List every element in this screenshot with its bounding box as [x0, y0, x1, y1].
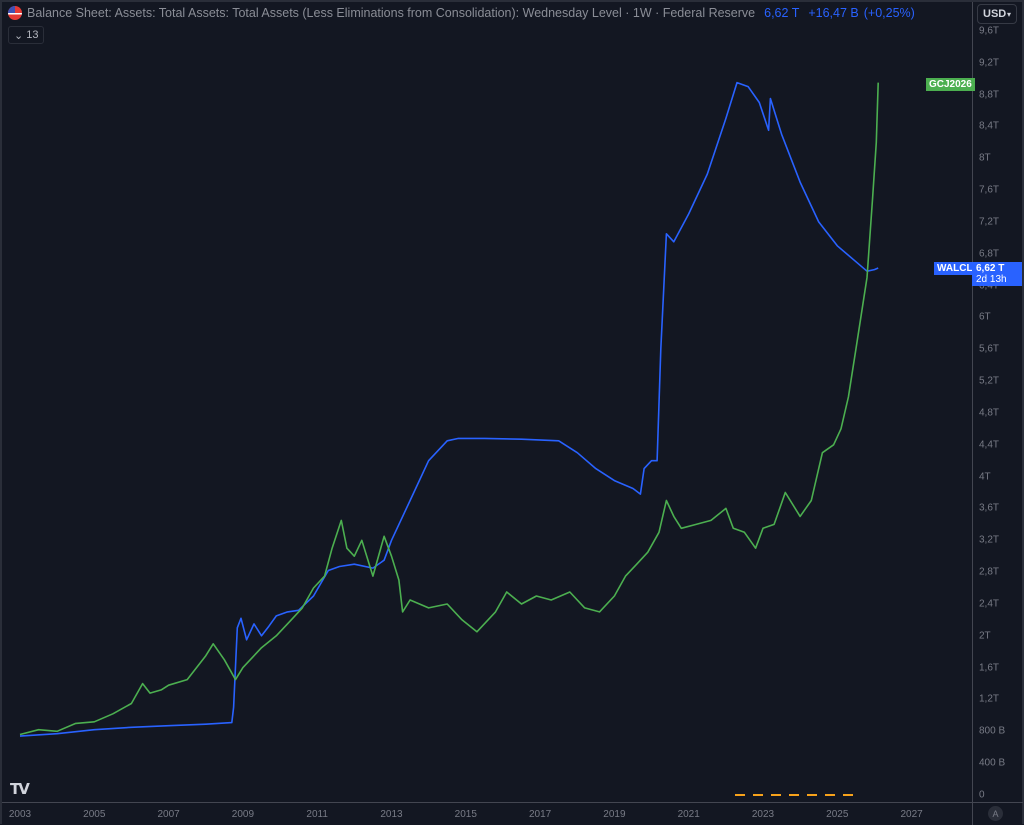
price-tick: 4T — [979, 471, 991, 483]
price-tick: 7,2T — [979, 216, 1000, 228]
collapse-indicators-button[interactable]: ⌄ 13 — [8, 26, 45, 44]
price-tick: 5,2T — [979, 375, 1000, 387]
gold-line — [19, 82, 879, 736]
price-tick: 6T — [979, 311, 991, 323]
walcl-line — [19, 81, 879, 737]
currency-select[interactable]: USD ▾ — [977, 4, 1017, 24]
right-edge — [1022, 0, 1024, 824]
time-tick: 2017 — [528, 809, 552, 820]
legend-value: 6,62 T — [764, 6, 800, 20]
price-tick: 6,8T — [979, 248, 1000, 260]
chart-legend: Balance Sheet: Assets: Total Assets: Tot… — [8, 6, 915, 20]
price-axis[interactable]: 9,6T9,2T8,8T8,4T8T7,6T7,2T6,8T6,4T6T5,6T… — [972, 2, 1023, 802]
plot-svg — [19, 81, 879, 796]
price-tick: 2,8T — [979, 566, 1000, 578]
left-border — [0, 0, 2, 824]
time-axis[interactable]: 2003 2005 2007 2009 2011 2013 2015 2017 2019 2021… — [2, 802, 972, 825]
auto-scale-button[interactable]: A — [988, 806, 1003, 821]
legend-title: Balance Sheet: Assets: Total Assets: Tot… — [27, 6, 756, 20]
currency-label: USD — [983, 8, 1007, 20]
price-tick: 9,2T — [979, 57, 1000, 69]
price-tick: 1,2T — [979, 693, 1000, 705]
time-tick: 2007 — [157, 809, 180, 820]
time-tick: 2003 — [8, 809, 32, 820]
price-tick: 3,2T — [979, 534, 1000, 546]
time-tick: 2019 — [603, 809, 626, 820]
walcl-price: 6,62 T — [976, 263, 1005, 274]
axis-corner — [972, 802, 1023, 825]
price-tick: 1,6T — [979, 662, 1000, 674]
price-tick: 5,6T — [979, 343, 1000, 355]
time-tick: 2013 — [380, 809, 403, 820]
price-tick: 8T — [979, 152, 991, 164]
price-tick: 2,4T — [979, 598, 1000, 610]
time-tick: 2021 — [677, 809, 700, 820]
price-tick: 7,6T — [979, 184, 1000, 196]
time-tick: 2011 — [306, 809, 328, 820]
price-tick: 4,8T — [979, 407, 1000, 419]
price-tick: 3,6T — [979, 502, 1000, 514]
price-tick: 0 — [979, 789, 985, 801]
gold-series-tag: GCJ2026 — [926, 78, 975, 91]
indicator-count: 13 — [26, 29, 39, 41]
chart-pane[interactable] — [2, 2, 972, 802]
walcl-series-tag: WALCL — [934, 262, 976, 275]
legend-change-pct: (+0,25%) — [863, 6, 915, 20]
price-tick: 800 B — [979, 725, 1006, 737]
chevron-down-icon: ⌄ — [14, 29, 24, 42]
tradingview-logo-icon[interactable]: TV — [10, 780, 30, 798]
time-tick: 2015 — [454, 809, 477, 820]
legend-change: +16,47 B — [808, 6, 859, 20]
price-tick: 9,6T — [979, 25, 1000, 37]
walcl-countdown: 2d 13h — [976, 274, 1007, 285]
time-tick: 2005 — [83, 809, 106, 820]
us-flag-icon — [8, 6, 22, 20]
price-tick: 8,4T — [979, 120, 1000, 132]
price-tick: 8,8T — [979, 89, 1000, 101]
chevron-down-icon: ▾ — [1006, 9, 1011, 19]
price-tick: 400 B — [979, 757, 1006, 769]
top-border — [0, 0, 1024, 2]
price-tick: 2T — [979, 630, 991, 642]
walcl-price-tag: 6,62 T 2d 13h — [972, 262, 1022, 286]
time-tick: 2027 — [900, 809, 923, 820]
time-tick: 2009 — [231, 809, 255, 820]
time-tick: 2023 — [751, 809, 775, 820]
time-tick: 2025 — [826, 809, 849, 820]
price-tick: 4,4T — [979, 439, 1000, 451]
